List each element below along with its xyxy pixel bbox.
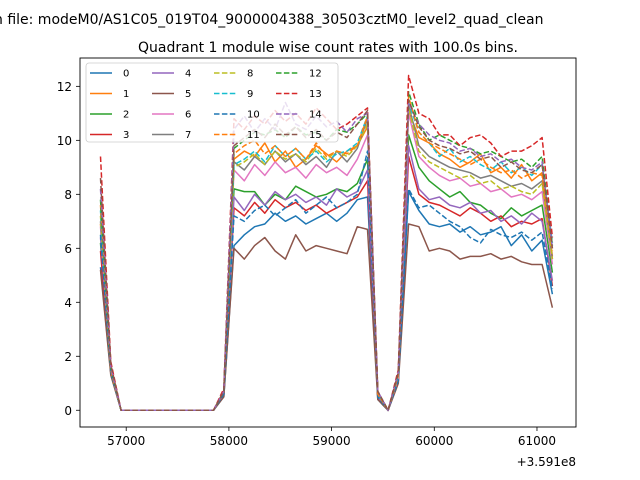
legend-label-11: 11 (247, 130, 260, 141)
y-tick-label: 6 (64, 242, 72, 256)
legend-label-13: 13 (309, 89, 322, 100)
legend-label-4: 4 (185, 69, 191, 80)
legend-label-6: 6 (185, 110, 191, 121)
legend-label-0: 0 (123, 69, 129, 80)
y-tick-label: 2 (64, 350, 72, 364)
x-tick-label: 58000 (210, 434, 248, 448)
legend-label-9: 9 (247, 89, 253, 100)
y-tick-label: 12 (57, 80, 72, 94)
y-tick-label: 10 (57, 134, 72, 148)
legend-label-5: 5 (185, 89, 191, 100)
legend-box (85, 62, 339, 143)
x-tick-label: 57000 (107, 434, 145, 448)
legend-label-2: 2 (123, 110, 129, 121)
legend-label-8: 8 (247, 69, 253, 80)
legend-label-14: 14 (309, 110, 322, 121)
chart-title: Quadrant 1 module wise count rates with … (138, 40, 518, 56)
legend-label-3: 3 (123, 130, 129, 141)
legend-label-12: 12 (309, 69, 322, 80)
series-line-8 (99, 107, 554, 412)
plot-frame (79, 57, 577, 428)
legend-label-1: 1 (123, 89, 129, 100)
y-tick-label: 0 (64, 404, 72, 418)
x-offset-label: +3.591e8 (517, 455, 576, 469)
x-tick-label: 61000 (518, 434, 556, 448)
y-tick-label: 4 (64, 296, 72, 310)
x-tick-label: 60000 (415, 434, 453, 448)
y-tick-label: 8 (64, 188, 72, 202)
x-tick-label: 59000 (313, 434, 351, 448)
legend-label-7: 7 (185, 130, 191, 141)
legend-label-10: 10 (247, 110, 260, 121)
figure-suptitle: n file: modeM0/AS1C05_019T04_9000004388_… (0, 12, 543, 28)
legend-label-15: 15 (309, 130, 322, 141)
